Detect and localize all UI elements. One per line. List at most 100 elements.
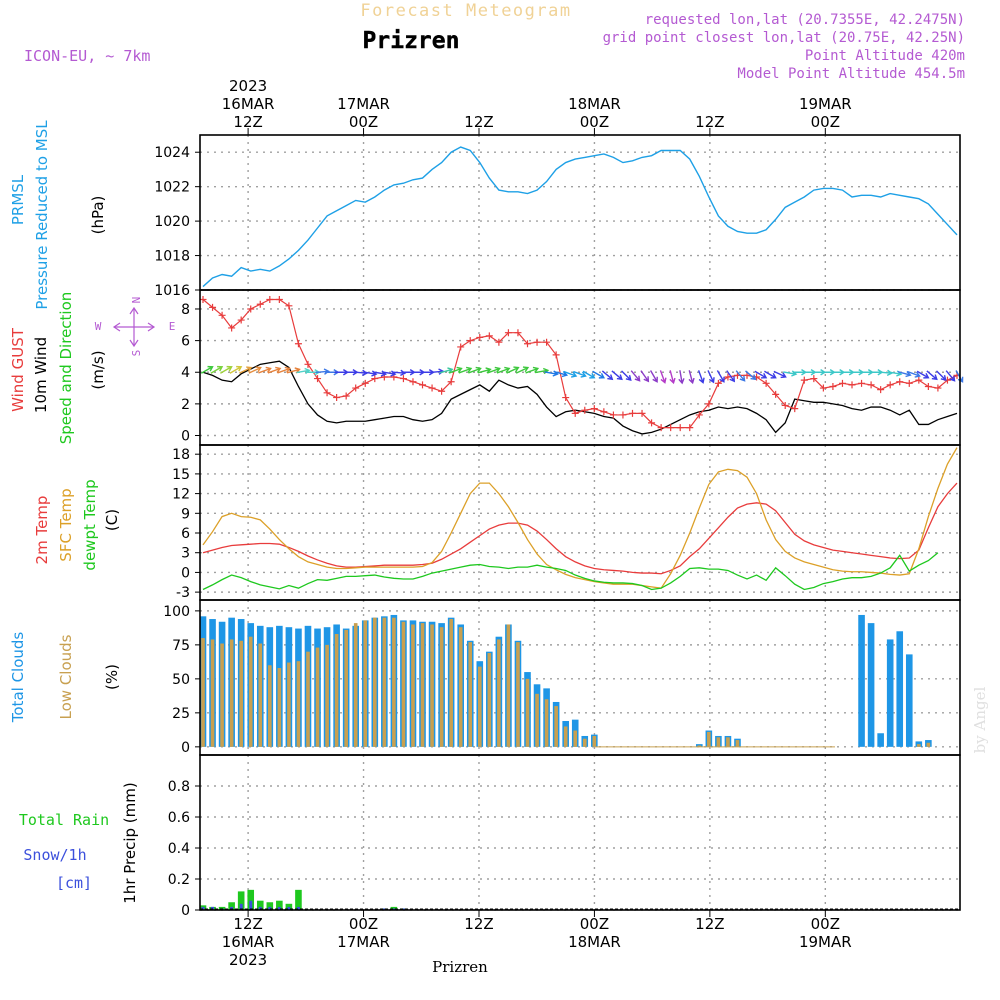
precip-unit-label: 1hr Precip (mm) bbox=[121, 782, 139, 903]
wind-gust-marker bbox=[934, 384, 942, 392]
wind-gust-marker bbox=[285, 302, 293, 310]
low-clouds-bar bbox=[392, 617, 396, 747]
low-clouds-bar bbox=[554, 706, 558, 747]
ytick-label-clouds: 25 bbox=[172, 706, 190, 722]
wind-gust-marker bbox=[915, 376, 923, 384]
time-label-bottom: 00Z bbox=[580, 915, 609, 933]
model-label: ICON-EU, ~ 7km bbox=[24, 47, 150, 65]
wind-gust-marker bbox=[905, 379, 913, 387]
wind-gust-marker bbox=[609, 411, 617, 419]
wind-gust-marker bbox=[514, 329, 522, 337]
ytick-label-clouds: 75 bbox=[172, 638, 190, 654]
low-clouds-bar bbox=[258, 643, 263, 747]
time-label-bottom: 12Z bbox=[695, 915, 724, 933]
wind-gust-marker bbox=[342, 392, 350, 400]
wind-direction-arrow bbox=[439, 367, 454, 374]
wind-gust-marker bbox=[275, 295, 283, 303]
wind-direction-arrow bbox=[945, 370, 956, 382]
compass-w: W bbox=[95, 320, 102, 333]
wind-direction-arrow bbox=[916, 370, 930, 379]
snow-bar bbox=[287, 906, 291, 910]
wind-direction-arrow bbox=[688, 370, 695, 385]
wind-direction-arrow bbox=[458, 366, 473, 374]
wind-gust-marker bbox=[428, 384, 436, 392]
wind-gust-marker bbox=[571, 409, 579, 417]
low-clouds-bar bbox=[697, 745, 702, 747]
wind-direction-arrow bbox=[659, 370, 667, 384]
wind-gust-marker bbox=[562, 394, 570, 402]
low-clouds-bar bbox=[220, 643, 224, 747]
panel-temperature: -3 0 3 6 9 12 15 18 bbox=[172, 445, 960, 601]
wind-gust-marker bbox=[924, 382, 932, 390]
snow-bar bbox=[277, 906, 281, 910]
wind-gust-marker bbox=[686, 424, 694, 432]
panel-frame-precip bbox=[199, 754, 961, 911]
low-clouds-bar bbox=[315, 647, 320, 747]
temp-unit-label: (C) bbox=[103, 509, 121, 531]
wind-gust-marker bbox=[361, 379, 369, 387]
wind-gust-marker bbox=[695, 411, 703, 419]
low-clouds-bar bbox=[287, 662, 291, 747]
wind-direction-arrow bbox=[468, 366, 482, 374]
wind-direction-arrow bbox=[678, 370, 685, 385]
wind-gust-marker bbox=[304, 360, 312, 368]
snow-bar bbox=[249, 900, 253, 910]
panel-pressure: 1016 1018 1020 1022 1024 bbox=[154, 135, 960, 299]
snow-label: Snow/1h bbox=[23, 846, 86, 864]
low-clouds-bar bbox=[201, 638, 205, 747]
low-clouds-label: Low Clouds bbox=[57, 634, 75, 719]
compass-n-arrowhead bbox=[129, 306, 139, 315]
wind-direction-arrow bbox=[554, 370, 569, 378]
wind-gust-marker bbox=[533, 338, 541, 346]
temp-sfc-line bbox=[202, 447, 958, 589]
wind-gust-marker bbox=[314, 375, 322, 383]
ytick-label-clouds: 100 bbox=[163, 604, 190, 620]
wind-direction-arrow bbox=[764, 370, 777, 379]
ytick-label-temperature: 15 bbox=[172, 467, 190, 483]
wind-gust-marker bbox=[447, 378, 455, 386]
wind-direction-arrow bbox=[515, 366, 530, 374]
low-clouds-bar bbox=[363, 620, 368, 747]
gridpoint-coords: grid point closest lon,lat (20.75E, 42.2… bbox=[603, 30, 965, 46]
ytick-label-precip: 0.6 bbox=[168, 810, 190, 826]
low-clouds-bar bbox=[735, 740, 740, 747]
compass-e-arrowhead bbox=[147, 322, 156, 332]
wind-direction-arrow bbox=[525, 366, 540, 374]
wind-gust-marker bbox=[409, 378, 417, 386]
wind-gust-marker bbox=[590, 405, 598, 413]
wind-gust-marker bbox=[762, 379, 770, 387]
wind-gust-marker bbox=[256, 300, 264, 308]
wind-gust-marker bbox=[333, 394, 341, 402]
wind-direction-arrow bbox=[582, 370, 596, 379]
low-clouds-bar bbox=[229, 639, 234, 747]
wind-gust-marker bbox=[600, 408, 608, 416]
ytick-label-pressure: 1020 bbox=[154, 214, 190, 230]
low-clouds-bar bbox=[353, 623, 358, 747]
wind-direction-arrow bbox=[726, 370, 736, 383]
low-clouds-bar bbox=[401, 621, 406, 747]
wind-gust-marker bbox=[724, 373, 732, 381]
wind-gust-marker bbox=[657, 424, 665, 432]
wind-gust-marker bbox=[476, 333, 484, 341]
compass-rose: N S W E bbox=[95, 297, 176, 357]
snow-bar bbox=[201, 906, 205, 910]
ytick-label-precip: 0.4 bbox=[168, 841, 190, 857]
low-clouds-bar bbox=[306, 651, 310, 747]
wind-direction-arrow bbox=[745, 370, 757, 381]
low-clouds-bar bbox=[582, 738, 587, 747]
wind-direction-arrow bbox=[449, 366, 463, 374]
wind-gust-marker bbox=[848, 381, 856, 389]
wind-direction-arrow bbox=[496, 366, 511, 374]
ytick-label-pressure: 1024 bbox=[154, 145, 190, 161]
wind-direction-arrow bbox=[707, 370, 715, 384]
low-clouds-bar bbox=[325, 644, 329, 747]
time-label-top: 00Z bbox=[811, 113, 840, 131]
low-clouds-bar bbox=[477, 666, 482, 747]
compass-w-arrowhead bbox=[112, 322, 121, 332]
wind-direction-arrow bbox=[640, 370, 650, 383]
total-clouds-label: Total Clouds bbox=[9, 632, 27, 724]
ytick-label-wind: 6 bbox=[181, 334, 190, 350]
wind-direction-arrow bbox=[277, 366, 291, 374]
